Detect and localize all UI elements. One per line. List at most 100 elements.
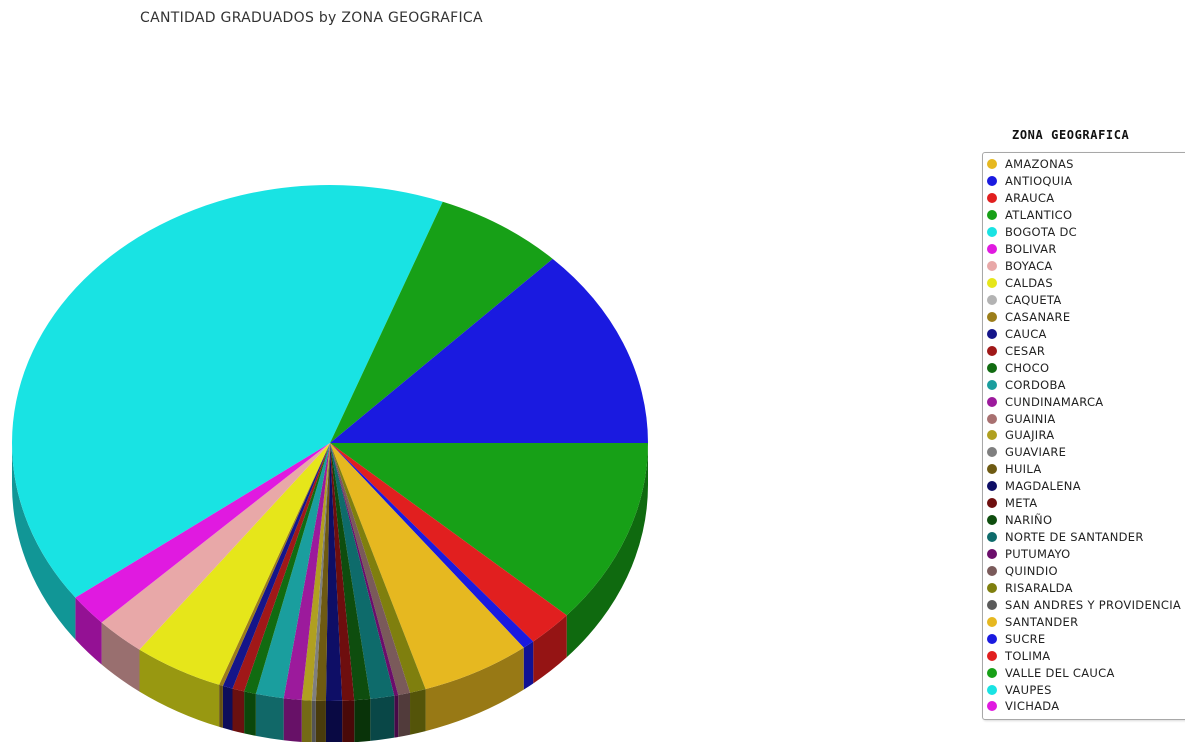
legend-swatch bbox=[987, 396, 997, 407]
pie-side-valle-del-cauca bbox=[566, 443, 648, 658]
pie-side-boyaca bbox=[101, 622, 140, 692]
legend-label: AMAZONAS bbox=[1005, 157, 1074, 172]
pie-slice-guajira[interactable] bbox=[301, 443, 330, 701]
legend-label: SAN ANDRES Y PROVIDENCIA bbox=[1005, 597, 1182, 612]
legend-swatch bbox=[987, 328, 997, 339]
legend-item-santander: SANTANDER bbox=[987, 613, 1185, 630]
pie-side-cesar bbox=[232, 688, 245, 734]
legend-item-casanare: CASANARE bbox=[987, 308, 1185, 325]
pie-slice-caldas[interactable] bbox=[139, 443, 330, 685]
legend-swatch bbox=[987, 227, 997, 238]
legend-list: AMAZONAS ANTIOQUIA ARAUCA ATLANTICO BOGOTA D… bbox=[983, 153, 1185, 715]
pie-side-casanare bbox=[219, 684, 223, 728]
legend-label: CAQUETA bbox=[1005, 292, 1062, 307]
legend-item-amazonas: AMAZONAS bbox=[987, 156, 1185, 173]
legend-label: BOGOTA DC bbox=[1005, 225, 1077, 240]
legend-swatch bbox=[987, 413, 997, 424]
legend-label: SANTANDER bbox=[1005, 614, 1079, 629]
legend-item-boyaca: BOYACA bbox=[987, 258, 1185, 275]
legend-label: CASANARE bbox=[1005, 309, 1071, 324]
pie-slice-bogota-dc[interactable] bbox=[11, 184, 443, 598]
legend-item-bogota-dc: BOGOTA DC bbox=[987, 224, 1185, 241]
pie-side-guaviare bbox=[311, 700, 316, 742]
legend-item-meta: META bbox=[987, 495, 1185, 512]
pie-side-bolivar bbox=[75, 597, 102, 665]
legend-swatch bbox=[987, 362, 997, 373]
pie-slice-quindio[interactable] bbox=[330, 443, 411, 695]
pie-slice-norte-de-santander[interactable] bbox=[330, 443, 395, 699]
legend-swatch bbox=[987, 498, 997, 509]
pie-side-narino bbox=[354, 698, 371, 742]
pie-slice-putumayo[interactable] bbox=[330, 443, 399, 696]
legend-label: BOYACA bbox=[1005, 259, 1053, 274]
legend-item-guaviare: GUAVIARE bbox=[987, 444, 1185, 461]
pie-side-guajira bbox=[301, 699, 312, 742]
legend-label: SUCRE bbox=[1005, 631, 1046, 646]
pie-slice-magdalena[interactable] bbox=[325, 443, 343, 701]
pie-side-putumayo bbox=[394, 694, 399, 738]
pie-slice-cordoba[interactable] bbox=[255, 443, 330, 699]
pie-side-cundinamarca bbox=[283, 698, 302, 742]
legend-item-vaupes: VAUPES bbox=[987, 681, 1185, 698]
legend-item-caqueta: CAQUETA bbox=[987, 292, 1185, 309]
legend-swatch bbox=[987, 464, 997, 475]
legend-label: GUAJIRA bbox=[1005, 428, 1055, 443]
legend-label: CUNDINAMARCA bbox=[1005, 394, 1104, 409]
pie-slice-tolima[interactable] bbox=[330, 443, 567, 642]
legend-label: BOLIVAR bbox=[1005, 242, 1057, 257]
pie-slice-sucre[interactable] bbox=[330, 443, 534, 648]
legend-item-valle-del-cauca: VALLE DEL CAUCA bbox=[987, 664, 1185, 681]
legend-swatch bbox=[987, 684, 997, 695]
legend-item-huila: HUILA bbox=[987, 461, 1185, 478]
legend-item-quindio: QUINDIO bbox=[987, 563, 1185, 580]
pie-sides bbox=[12, 443, 648, 742]
pie-side-tolima bbox=[533, 615, 567, 684]
pie-slice-meta[interactable] bbox=[330, 443, 355, 701]
legend-label: CORDOBA bbox=[1005, 377, 1066, 392]
legend-label: VAUPES bbox=[1005, 682, 1052, 697]
legend-label: TOLIMA bbox=[1005, 648, 1051, 663]
legend-item-cundinamarca: CUNDINAMARCA bbox=[987, 393, 1185, 410]
legend-label: CESAR bbox=[1005, 343, 1046, 358]
legend-item-norte-de-santander: NORTE DE SANTANDER bbox=[987, 529, 1185, 546]
pie-slice-santander[interactable] bbox=[330, 443, 524, 690]
legend-item-tolima: TOLIMA bbox=[987, 647, 1185, 664]
pie-slice-antioquia[interactable] bbox=[330, 258, 648, 443]
pie-slice-cundinamarca[interactable] bbox=[283, 443, 330, 700]
pie-slice-casanare[interactable] bbox=[219, 443, 330, 686]
legend-label: MAGDALENA bbox=[1005, 479, 1081, 494]
legend-swatch bbox=[987, 616, 997, 627]
pie-slice-cauca[interactable] bbox=[222, 443, 330, 689]
pie-side-santander bbox=[425, 647, 524, 732]
pie-slice-valle-del-cauca[interactable] bbox=[330, 443, 648, 616]
pie-side-magdalena bbox=[325, 700, 343, 742]
legend-swatch bbox=[987, 599, 997, 610]
legend-item-bolivar: BOLIVAR bbox=[987, 241, 1185, 258]
pie-slice-atlantico[interactable] bbox=[330, 201, 553, 443]
legend-swatch bbox=[987, 430, 997, 441]
legend-item-putumayo: PUTUMAYO bbox=[987, 546, 1185, 563]
legend-item-caldas: CALDAS bbox=[987, 275, 1185, 292]
pie-slice-cesar[interactable] bbox=[232, 443, 330, 692]
pie-slice-bolivar[interactable] bbox=[75, 443, 331, 623]
pie-slice-guaviare[interactable] bbox=[311, 443, 330, 701]
pie-slice-boyaca[interactable] bbox=[101, 443, 330, 650]
legend-item-magdalena: MAGDALENA bbox=[987, 478, 1185, 495]
pie-slice-huila[interactable] bbox=[315, 443, 330, 701]
legend-label: CALDAS bbox=[1005, 276, 1053, 291]
legend-swatch bbox=[987, 193, 997, 204]
legend-swatch bbox=[987, 549, 997, 560]
legend-label: NARIÑO bbox=[1005, 513, 1053, 528]
pie-side-cauca bbox=[222, 685, 233, 731]
legend-label: GUAINIA bbox=[1005, 411, 1056, 426]
chart-title: CANTIDAD GRADUADOS by ZONA GEOGRAFICA bbox=[140, 10, 483, 26]
pie-slice-choco[interactable] bbox=[244, 443, 330, 694]
pie-slice-narino[interactable] bbox=[330, 443, 371, 701]
pie-slice-risaralda[interactable] bbox=[330, 443, 426, 693]
legend-swatch bbox=[987, 244, 997, 255]
legend-item-antioquia: ANTIOQUIA bbox=[987, 173, 1185, 190]
legend-swatch bbox=[987, 667, 997, 678]
legend-swatch bbox=[987, 582, 997, 593]
legend-swatch bbox=[987, 379, 997, 390]
